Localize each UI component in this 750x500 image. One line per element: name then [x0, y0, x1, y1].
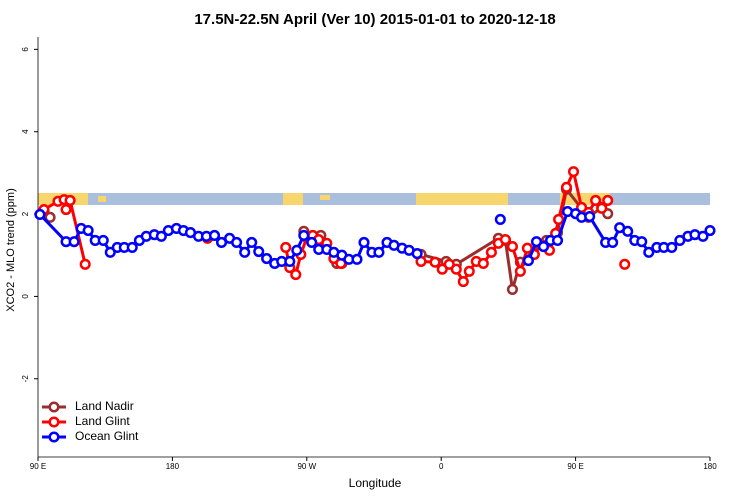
data-point: [602, 194, 614, 207]
data-point: [34, 208, 46, 221]
data-point: [463, 265, 475, 277]
data-point: [622, 225, 634, 237]
data-point: [82, 224, 94, 237]
data-point: [79, 258, 91, 270]
x-axis-label: Longitude: [349, 476, 402, 490]
data-point: [704, 224, 716, 237]
data-point: [521, 242, 533, 254]
data-point: [44, 211, 56, 223]
data-point: [590, 194, 602, 207]
data-point: [576, 201, 588, 214]
legend-label: Land Glint: [75, 414, 130, 428]
data-point: [596, 202, 608, 214]
data-point: [674, 234, 686, 246]
x-tick-label: 90 E: [567, 462, 583, 471]
y-tick-label: 6: [21, 47, 30, 52]
data-point: [246, 236, 258, 249]
data-point: [104, 246, 116, 258]
data-point: [155, 230, 167, 242]
data-point: [643, 246, 655, 258]
x-tick-label: 180: [703, 462, 717, 471]
data-point: [506, 241, 518, 253]
legend-marker: [48, 416, 60, 428]
land-band: [416, 193, 508, 205]
legend-marker: [48, 401, 60, 413]
land-band: [283, 193, 303, 205]
data-point: [261, 252, 273, 265]
data-point: [290, 269, 302, 281]
y-tick-label: 0: [21, 294, 30, 299]
data-point: [553, 213, 565, 225]
data-point: [68, 236, 80, 248]
data-point: [215, 236, 228, 249]
data-point: [373, 246, 385, 258]
data-point: [280, 241, 292, 253]
y-tick-label: 2: [21, 211, 30, 216]
data-point: [485, 246, 497, 258]
data-point: [97, 234, 109, 246]
y-axis-label: XCO2 - MLO trend (ppm): [5, 188, 17, 311]
data-point: [697, 230, 709, 242]
data-point: [436, 263, 448, 275]
x-tick-label: 90 E: [30, 462, 46, 471]
data-point: [306, 236, 318, 249]
x-tick-label: 0: [439, 462, 444, 471]
data-point: [514, 265, 526, 277]
data-point: [253, 245, 265, 258]
data-point: [499, 234, 511, 246]
data-point: [477, 257, 489, 270]
data-point: [358, 236, 370, 249]
data-point: [411, 248, 423, 260]
data-point: [284, 255, 296, 267]
data-point: [443, 258, 455, 270]
data-point: [450, 263, 462, 275]
data-point: [231, 236, 243, 249]
data-point: [666, 241, 678, 253]
data-point: [506, 283, 518, 295]
data-point: [560, 181, 573, 193]
data-point: [208, 229, 221, 242]
data-point: [351, 253, 363, 265]
y-tick-label: 4: [21, 129, 30, 134]
data-point: [429, 256, 441, 268]
data-point: [607, 236, 619, 249]
data-point: [584, 210, 596, 223]
data-point: [551, 234, 564, 246]
data-point: [239, 246, 251, 258]
x-tick-label: 90 W: [297, 462, 316, 471]
legend-label: Ocean Glint: [75, 429, 139, 443]
map-strip: [38, 193, 710, 205]
data-point: [457, 276, 469, 288]
data-point: [60, 203, 72, 216]
data-point: [619, 258, 631, 270]
data-point: [636, 236, 648, 248]
data-point: [291, 244, 303, 256]
data-point: [522, 255, 534, 267]
x-tick-label: 180: [166, 462, 180, 471]
ocean-band: [38, 193, 710, 205]
land-band: [320, 195, 330, 200]
data-point: [567, 166, 580, 178]
legend-label: Land Nadir: [75, 399, 134, 413]
data-point: [126, 241, 138, 253]
y-tick-label: -2: [21, 375, 30, 383]
data-point: [530, 236, 543, 248]
chart-title: 17.5N-22.5N April (Ver 10) 2015-01-01 to…: [194, 11, 555, 28]
data-point: [494, 213, 506, 225]
data-point: [298, 229, 310, 242]
land-band: [98, 196, 106, 202]
legend-marker: [48, 431, 60, 443]
data-point: [64, 194, 76, 207]
data-point: [537, 241, 550, 253]
